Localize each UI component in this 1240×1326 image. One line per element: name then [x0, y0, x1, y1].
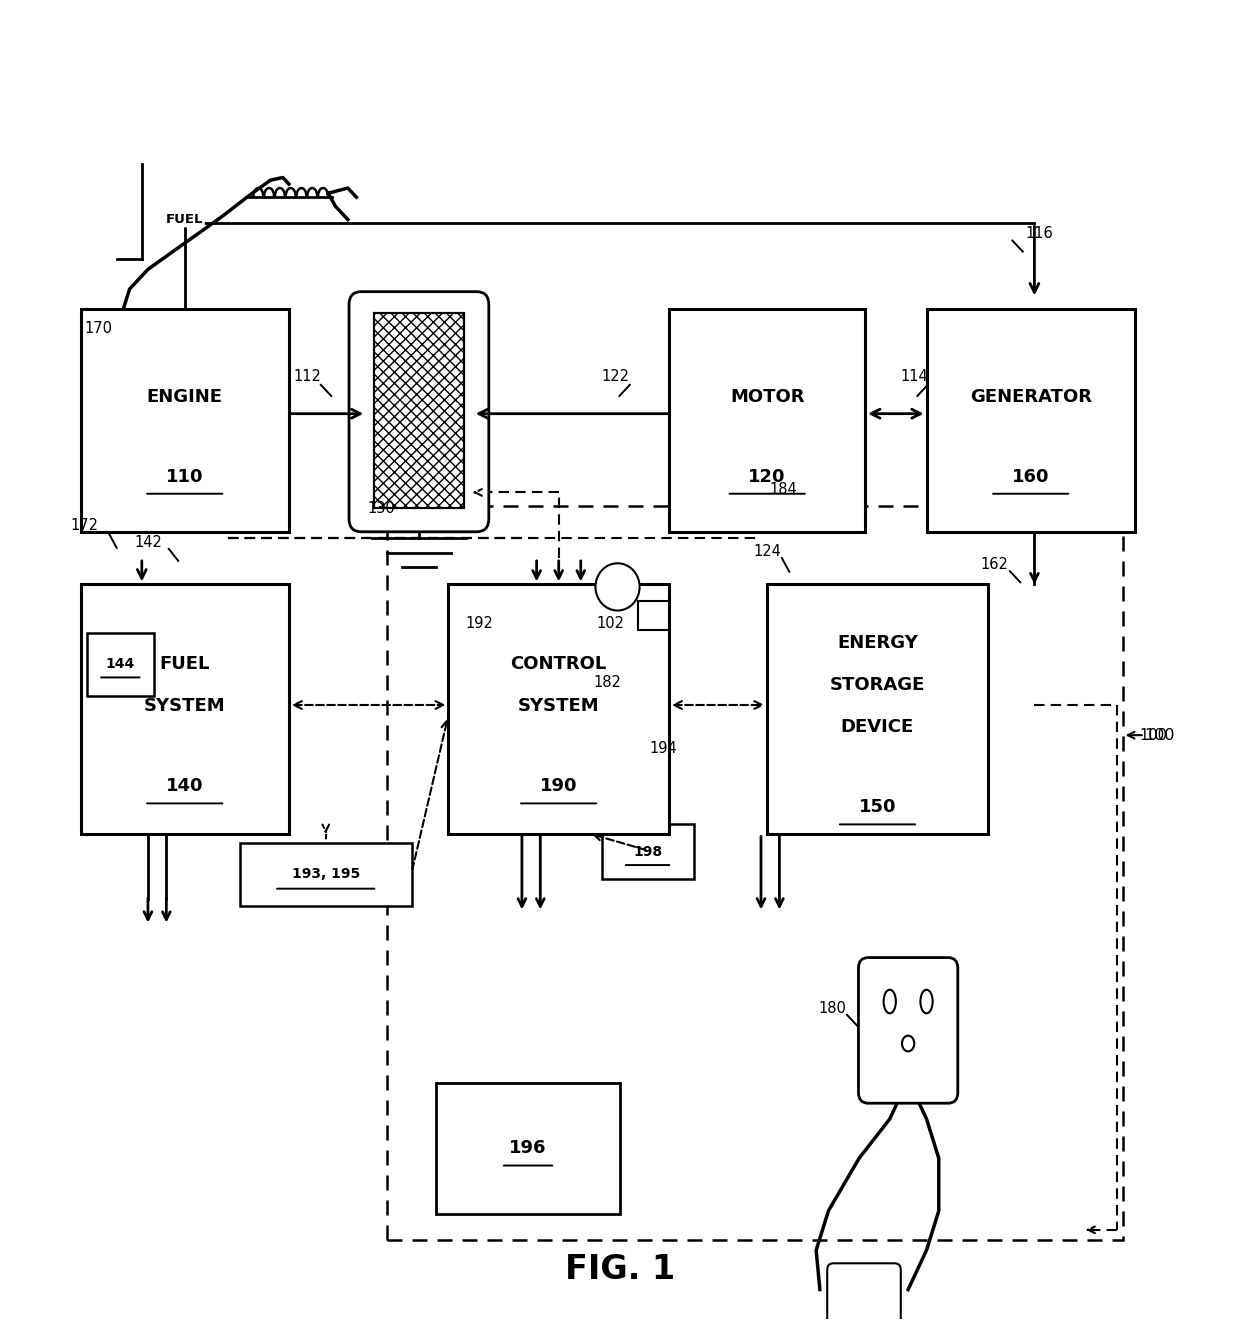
Text: 193, 195: 193, 195	[291, 867, 360, 882]
Text: 142: 142	[134, 534, 162, 550]
Text: 150: 150	[859, 798, 897, 817]
Text: 192: 192	[465, 617, 494, 631]
Bar	[87, 633, 154, 696]
Bar	[373, 313, 464, 508]
Bar	[449, 585, 670, 834]
Text: FIG. 1: FIG. 1	[565, 1253, 675, 1286]
Text: 100: 100	[1145, 728, 1174, 743]
Text: MOTOR: MOTOR	[730, 387, 805, 406]
Text: 130: 130	[367, 501, 394, 516]
Text: 190: 190	[539, 777, 578, 796]
Bar	[387, 505, 1122, 1240]
Text: SYSTEM: SYSTEM	[518, 697, 599, 715]
Text: 114: 114	[900, 370, 929, 385]
Ellipse shape	[901, 1036, 914, 1052]
Text: STORAGE: STORAGE	[830, 676, 925, 695]
Text: ENGINE: ENGINE	[146, 387, 223, 406]
Text: 144: 144	[105, 658, 135, 671]
Bar	[670, 309, 866, 532]
FancyBboxPatch shape	[348, 292, 489, 532]
Text: 180: 180	[818, 1001, 846, 1016]
Text: 102: 102	[596, 617, 624, 631]
Text: 116: 116	[1025, 227, 1053, 241]
Text: 162: 162	[980, 557, 1008, 572]
Bar	[768, 585, 988, 834]
Bar	[926, 309, 1135, 532]
Bar	[601, 825, 693, 879]
Text: 196: 196	[510, 1139, 547, 1158]
Text: CONTROL: CONTROL	[511, 655, 606, 674]
Text: 120: 120	[749, 468, 786, 485]
Text: ENERGY: ENERGY	[837, 634, 918, 652]
Ellipse shape	[884, 989, 895, 1013]
Text: 110: 110	[166, 468, 203, 485]
Ellipse shape	[920, 989, 932, 1013]
Text: 182: 182	[594, 675, 621, 690]
Bar	[81, 585, 289, 834]
Text: 184: 184	[769, 483, 797, 497]
Text: DEVICE: DEVICE	[841, 719, 914, 736]
Bar	[81, 309, 289, 532]
Text: 198: 198	[634, 845, 662, 859]
Text: 124: 124	[753, 544, 781, 560]
Text: 194: 194	[649, 741, 677, 756]
Bar	[436, 1083, 620, 1215]
FancyBboxPatch shape	[858, 957, 957, 1103]
Circle shape	[595, 564, 640, 610]
Text: 122: 122	[601, 370, 629, 385]
FancyBboxPatch shape	[827, 1264, 900, 1326]
Text: 100: 100	[1140, 728, 1167, 743]
Text: FUEL: FUEL	[160, 655, 210, 674]
Bar	[239, 843, 412, 906]
Bar	[373, 313, 464, 508]
Text: 140: 140	[166, 777, 203, 796]
Text: 112: 112	[294, 370, 321, 385]
Text: SYSTEM: SYSTEM	[144, 697, 226, 715]
Text: 172: 172	[71, 517, 98, 533]
Text: FUEL: FUEL	[166, 213, 203, 225]
Text: 160: 160	[1012, 468, 1049, 485]
Text: 170: 170	[84, 321, 113, 335]
Bar	[639, 601, 670, 630]
Text: GENERATOR: GENERATOR	[970, 387, 1091, 406]
